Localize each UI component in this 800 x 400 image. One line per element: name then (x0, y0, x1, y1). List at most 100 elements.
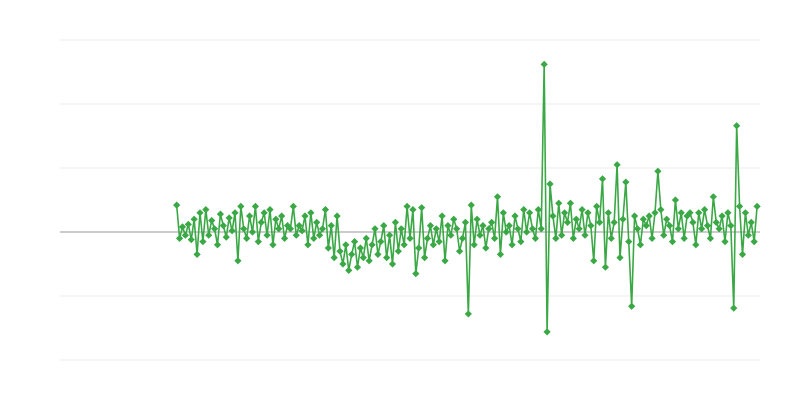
data-point (677, 209, 685, 217)
data-point (243, 234, 251, 242)
data-point (698, 225, 706, 233)
data-point (228, 227, 236, 235)
data-point (750, 238, 758, 246)
data-point (479, 222, 487, 230)
data-point (706, 234, 715, 242)
data-point (397, 225, 405, 233)
data-point (248, 228, 257, 236)
data-point (254, 238, 262, 246)
data-point (709, 193, 717, 201)
data-point (665, 222, 674, 230)
data-point (438, 212, 446, 220)
data-point (464, 310, 472, 318)
data-point (558, 231, 566, 239)
data-point (359, 254, 367, 262)
data-point (313, 218, 321, 226)
data-point (210, 225, 219, 233)
data-point (744, 231, 752, 239)
data-point (353, 263, 362, 271)
data-point (213, 241, 222, 249)
data-point (485, 225, 493, 233)
data-point (555, 199, 563, 207)
data-point (534, 206, 542, 214)
data-point (523, 228, 531, 236)
data-point (721, 238, 729, 246)
data-point (525, 209, 534, 217)
data-point (237, 202, 245, 210)
data-point (298, 227, 306, 235)
data-point (245, 212, 254, 220)
data-point (584, 209, 592, 217)
data-point (482, 244, 490, 252)
data-point (418, 204, 426, 212)
data-point (467, 201, 475, 209)
data-point (455, 247, 464, 255)
data-point (651, 209, 659, 217)
data-point (342, 241, 350, 249)
data-point (660, 231, 668, 239)
data-point (385, 231, 394, 239)
data-point (420, 254, 429, 262)
data-point (205, 231, 213, 239)
data-point (432, 225, 440, 233)
data-point (289, 202, 297, 210)
data-point (315, 231, 324, 239)
data-point (695, 209, 703, 217)
data-point (493, 193, 502, 201)
data-point (406, 234, 414, 242)
data-point (724, 209, 732, 217)
data-point (668, 238, 677, 246)
data-point (528, 225, 537, 233)
data-point (639, 215, 647, 223)
data-point (269, 241, 277, 249)
data-point (730, 304, 738, 312)
data-point (488, 218, 496, 226)
data-point (295, 222, 303, 230)
data-point (683, 212, 691, 220)
data-point (674, 225, 682, 233)
data-point (727, 222, 735, 230)
data-point (286, 225, 295, 233)
data-point (362, 234, 370, 242)
data-point (601, 263, 610, 271)
data-point (733, 122, 741, 130)
data-point (607, 234, 615, 242)
data-point (514, 225, 522, 233)
data-point (275, 225, 283, 233)
data-point (543, 328, 551, 336)
data-point (616, 254, 624, 262)
data-point (356, 244, 365, 252)
data-point (260, 209, 268, 217)
data-point (630, 212, 639, 220)
data-point (429, 241, 437, 249)
data-point (263, 231, 271, 239)
data-point (598, 175, 607, 183)
data-point (339, 260, 347, 268)
data-point (193, 250, 201, 258)
data-point (712, 218, 720, 226)
data-point (391, 218, 400, 226)
data-point (563, 218, 572, 226)
data-point (511, 212, 519, 220)
data-point (619, 215, 627, 223)
data-point (581, 231, 589, 239)
data-point (502, 228, 510, 236)
data-point (476, 231, 484, 239)
data-point (738, 250, 747, 258)
data-point (590, 257, 598, 265)
data-point (336, 247, 344, 255)
data-point (426, 222, 435, 230)
data-point (301, 212, 309, 220)
data-point (178, 223, 187, 231)
data-point (403, 202, 411, 210)
data-point (383, 254, 391, 262)
data-point (657, 206, 665, 214)
data-point (461, 218, 470, 226)
data-point (321, 206, 330, 214)
data-point (578, 206, 586, 214)
data-point (741, 209, 750, 217)
data-point (520, 206, 528, 214)
data-point (587, 222, 595, 230)
data-point (671, 196, 680, 204)
